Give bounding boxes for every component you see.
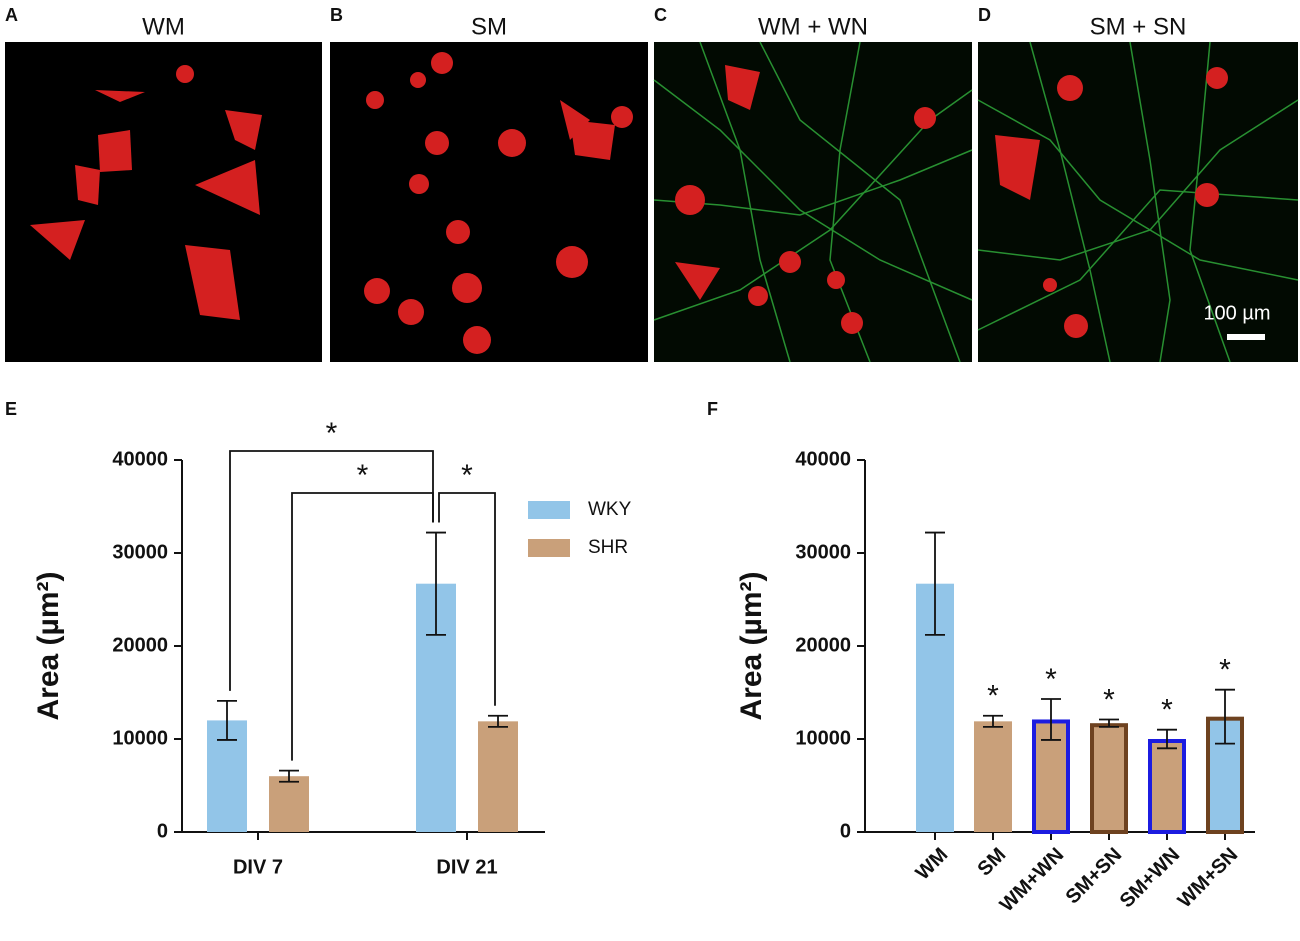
y-tick-label: 40000 [112,448,168,470]
legend-swatch [528,501,570,519]
error-bar [983,714,1003,728]
significance-label: * [1045,663,1057,696]
error-bar [217,699,237,741]
significance-label: * [357,459,369,492]
legend-swatch [528,539,570,557]
error-bar [426,531,446,636]
significance-bracket [291,492,434,761]
significance-bracket [229,450,434,691]
y-axis-label: Area (µm²) [735,572,768,721]
x-tick-label: SM [974,844,1011,881]
y-tick-label: 10000 [795,727,851,749]
significance-label: * [987,680,999,713]
cells [30,52,1228,354]
error-bar [1041,698,1061,741]
scale-bar [1227,334,1265,340]
legend-label: SHR [588,537,628,558]
error-bar [488,714,508,728]
x-tick-label: DIV 7 [233,856,283,878]
x-tick-label: SM+WN [1116,844,1185,913]
panel-letter: C [654,5,667,25]
image-c [654,42,972,362]
significance-label: * [326,417,338,450]
image-d [978,42,1298,362]
bar [478,721,518,832]
image-a [5,42,322,362]
y-axis-label: Area (µm²) [32,572,65,721]
significance-label: * [461,459,473,492]
error-bar [1215,688,1235,745]
panel-letter: E [5,399,17,419]
bar [1148,739,1186,834]
y-tick-label: 10000 [112,727,168,749]
bar [1090,723,1128,834]
image-b [330,42,648,362]
x-tick-label: WM+SN [1174,844,1243,913]
panel-letter: D [978,5,991,25]
y-tick-label: 30000 [112,541,168,563]
panel-title: WM [142,13,185,40]
x-tick-label: DIV 21 [436,856,497,878]
panel-title: SM + SN [1090,13,1187,40]
neurites [653,41,1299,363]
x-tick-label: WM [912,844,953,885]
panel-title: SM [471,13,507,40]
significance-bracket [438,492,496,706]
panel-letter: A [5,5,18,25]
panel-letter: B [330,5,343,25]
y-tick-label: 30000 [795,541,851,563]
error-bar [279,769,299,783]
y-tick-label: 20000 [795,634,851,656]
error-bar [1157,728,1177,750]
y-tick-label: 20000 [112,634,168,656]
scale-bar-label: 100 µm [1203,302,1270,324]
significance-label: * [1103,683,1115,716]
panel-letter: F [707,399,718,419]
panel-title: WM + WN [758,13,868,40]
bar [974,721,1012,832]
significance-label: * [1219,654,1231,687]
y-tick-label: 0 [157,820,168,842]
significance-label: * [1161,694,1173,727]
micrographs [5,41,1299,363]
y-tick-label: 40000 [795,448,851,470]
y-tick-label: 0 [840,820,851,842]
bar [269,776,309,832]
error-bar [1099,718,1119,728]
error-bar [925,531,945,636]
x-tick-label: WM+WN [996,844,1069,917]
legend-label: WKY [588,499,632,520]
